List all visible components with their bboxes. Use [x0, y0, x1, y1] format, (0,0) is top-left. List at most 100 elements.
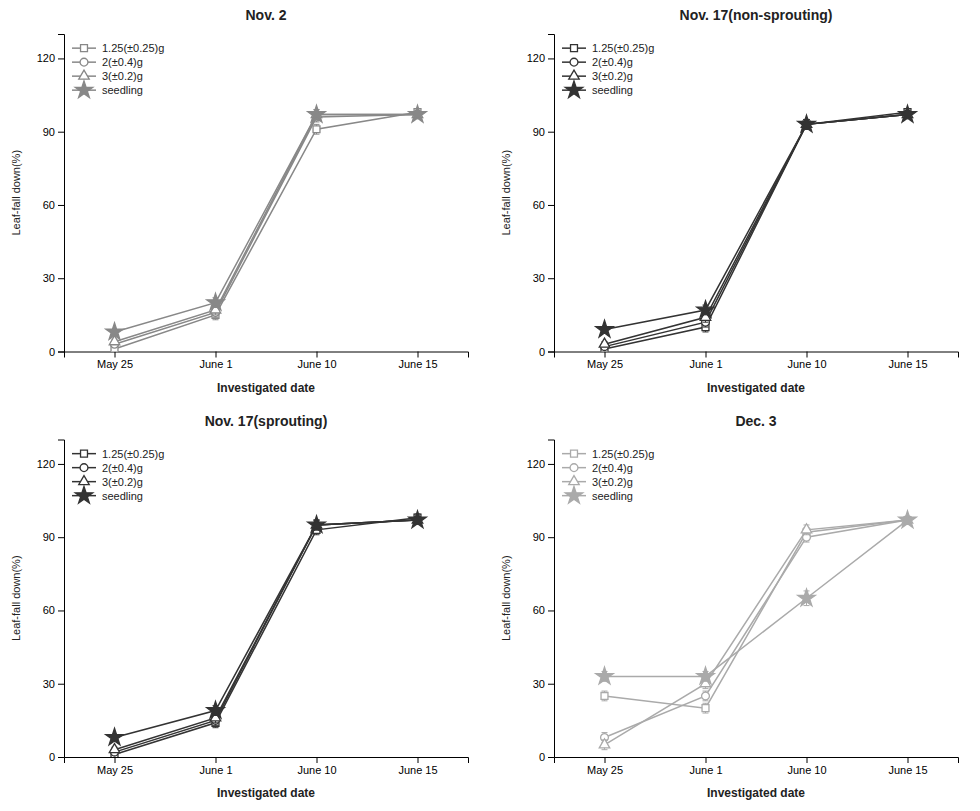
tick-mark — [58, 278, 64, 279]
point — [308, 105, 325, 122]
legend-label: 2(±0.4)g — [102, 462, 143, 474]
point — [207, 293, 224, 310]
plot-area — [596, 511, 916, 750]
y-axis-title: Leaf-fall down(%) — [500, 150, 512, 236]
legend-item: 2(±0.4)g — [562, 56, 633, 68]
series — [599, 109, 913, 348]
axis-line — [548, 440, 555, 758]
tick-label: 120 — [527, 52, 545, 64]
point — [596, 320, 613, 337]
tick-label: June 15 — [398, 358, 437, 370]
error-bar — [314, 124, 320, 134]
legend: 1.25(±0.25)g2(±0.4)g3(±0.2)gseedling — [72, 42, 164, 98]
legend-marker — [569, 70, 580, 79]
tick: 60 — [533, 199, 554, 211]
line — [115, 520, 418, 750]
legend-label: seedling — [102, 490, 143, 502]
plot-area — [596, 105, 916, 351]
tick: 60 — [43, 604, 64, 616]
line — [605, 112, 908, 349]
tick-label: 90 — [533, 531, 545, 543]
x-axis-title: Investigated date — [707, 381, 805, 395]
legend-label: 3(±0.2)g — [102, 476, 143, 488]
tick-mark — [548, 610, 554, 611]
point — [109, 744, 120, 753]
tick: June 10 — [787, 352, 826, 371]
tick-mark — [115, 352, 116, 358]
legend-label: 1.25(±0.25)g — [102, 42, 164, 54]
tick-mark — [548, 205, 554, 206]
tick: 90 — [43, 531, 64, 543]
legend-marker — [75, 81, 92, 98]
y-axis-title: Leaf-fall down(%) — [10, 555, 22, 641]
tick-label: 0 — [49, 751, 55, 763]
legend-item: seedling — [562, 81, 633, 98]
tick-label: 0 — [539, 346, 545, 358]
tick-mark — [58, 132, 64, 133]
tick: 0 — [49, 346, 64, 358]
legend-marker — [570, 464, 578, 472]
tick-label: 30 — [43, 678, 55, 690]
title: Nov. 2 — [246, 7, 287, 23]
legend-item: seedling — [562, 486, 633, 503]
tick: May 25 — [587, 757, 623, 776]
line — [605, 115, 908, 347]
legend: 1.25(±0.25)g 2(±0.4)g 3(±0.2)g seedling — [72, 448, 164, 504]
series — [109, 109, 423, 345]
point — [801, 524, 812, 533]
point — [409, 105, 426, 122]
tick: June 1 — [199, 352, 232, 371]
line — [115, 518, 418, 755]
tick: June 10 — [297, 757, 336, 776]
x-axis-title: Investigated date — [707, 786, 805, 800]
tick-mark — [317, 757, 318, 763]
legend-marker — [79, 476, 90, 485]
tick-mark — [58, 757, 64, 758]
series — [601, 516, 912, 742]
point — [599, 739, 610, 748]
legend-item: 3(±0.2)g — [72, 70, 143, 82]
point — [106, 323, 123, 340]
plot-area — [106, 511, 426, 757]
legend-item: 2(±0.4)g — [72, 462, 143, 474]
y-axis-title: Leaf-fall down(%) — [500, 555, 512, 641]
series — [601, 516, 911, 713]
tick-label: 30 — [43, 272, 55, 284]
point — [798, 589, 815, 606]
tick: 120 — [527, 52, 554, 64]
figure: May 25June 1June 10June 150306090120Nov.… — [0, 0, 980, 811]
legend-marker — [570, 58, 578, 66]
tick-label: 60 — [43, 604, 55, 616]
line — [605, 520, 908, 708]
title: Nov. 17(non-sprouting) — [680, 7, 833, 23]
tick-label: 0 — [539, 751, 545, 763]
legend-item: 1.25(±0.25)g — [72, 448, 164, 460]
point — [207, 701, 224, 718]
tick: 0 — [539, 751, 554, 763]
line — [605, 520, 908, 745]
tick-mark — [216, 352, 217, 358]
plot-area — [106, 105, 426, 351]
series — [111, 516, 422, 756]
tick-label: 120 — [37, 458, 55, 470]
legend-marker — [565, 81, 582, 98]
tick: June 15 — [398, 352, 437, 371]
tick-mark — [548, 684, 554, 685]
tick-label: May 25 — [587, 358, 623, 370]
legend-label: 2(±0.4)g — [592, 462, 633, 474]
error-bar — [703, 703, 709, 713]
tick-label: June 1 — [689, 358, 722, 370]
tick-label: May 25 — [587, 764, 623, 776]
y-axis: 0 30 60 90 120 — [37, 440, 65, 763]
series — [596, 105, 916, 337]
tick-mark — [807, 352, 808, 358]
subplot: May 25June 1June 10June 150306090120Nov.… — [10, 7, 469, 395]
legend-label: seedling — [592, 490, 633, 502]
point — [697, 667, 714, 684]
tick: 30 — [43, 678, 64, 690]
tick: 30 — [43, 272, 64, 284]
tick-mark — [548, 537, 554, 538]
title: Dec. 3 — [735, 413, 776, 429]
point — [697, 301, 714, 318]
axis-line — [58, 440, 65, 758]
